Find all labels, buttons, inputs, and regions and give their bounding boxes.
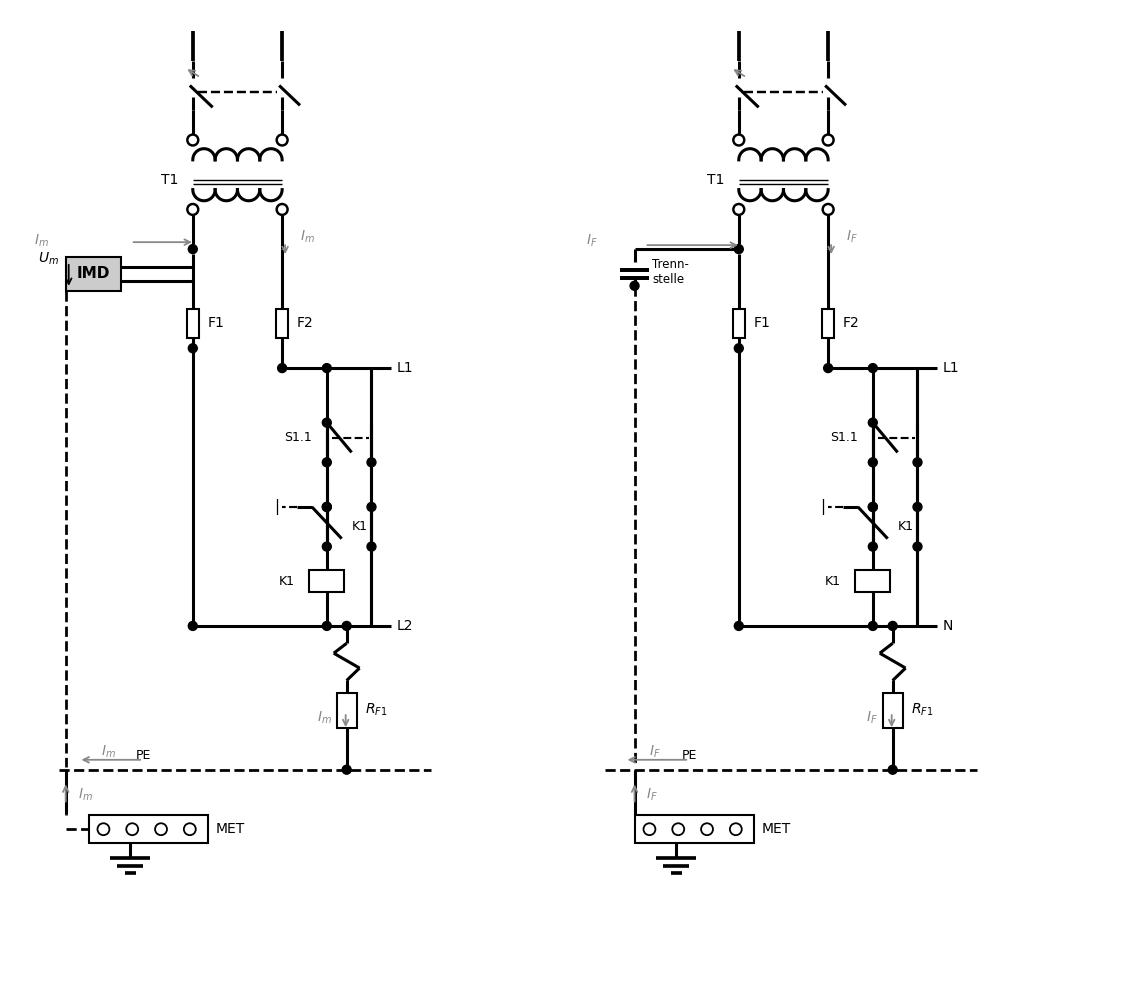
Bar	[883, 693, 902, 728]
Text: L2: L2	[396, 619, 413, 633]
Circle shape	[187, 135, 199, 146]
Circle shape	[701, 824, 713, 835]
Text: K1: K1	[279, 575, 295, 588]
FancyBboxPatch shape	[67, 256, 121, 291]
Text: $R_{F1}$: $R_{F1}$	[365, 702, 387, 719]
Text: $I_m$: $I_m$	[300, 229, 315, 245]
Circle shape	[323, 364, 332, 373]
Text: S1.1: S1.1	[285, 431, 312, 444]
Text: K1: K1	[898, 520, 914, 533]
Text: Trenn-
stelle: Trenn- stelle	[652, 258, 689, 286]
Circle shape	[913, 542, 922, 551]
Bar	[732, 309, 745, 338]
Circle shape	[868, 621, 877, 630]
Text: K1: K1	[351, 520, 367, 533]
Circle shape	[367, 542, 375, 551]
Circle shape	[323, 542, 332, 551]
Circle shape	[823, 364, 832, 373]
Circle shape	[644, 824, 656, 835]
Text: N: N	[943, 619, 953, 633]
Text: L1: L1	[396, 361, 413, 375]
Circle shape	[868, 458, 877, 467]
Circle shape	[868, 364, 877, 373]
Circle shape	[367, 502, 375, 511]
Circle shape	[367, 458, 375, 467]
Circle shape	[913, 502, 922, 511]
Circle shape	[323, 502, 332, 511]
Circle shape	[868, 542, 877, 551]
Circle shape	[823, 135, 833, 146]
Text: MET: MET	[216, 823, 245, 836]
Bar	[635, 816, 754, 843]
Circle shape	[735, 244, 743, 253]
Circle shape	[734, 204, 744, 215]
Bar	[822, 309, 835, 338]
Bar	[277, 309, 288, 338]
Text: $R_{F1}$: $R_{F1}$	[910, 702, 933, 719]
Circle shape	[342, 766, 351, 775]
Circle shape	[323, 502, 332, 511]
Circle shape	[868, 502, 877, 511]
Circle shape	[187, 204, 199, 215]
Circle shape	[889, 621, 897, 630]
Bar	[187, 309, 199, 338]
Bar	[855, 570, 890, 592]
Text: IMD: IMD	[77, 266, 110, 281]
Text: $I_m$: $I_m$	[78, 787, 93, 803]
Text: |: |	[274, 498, 280, 514]
Text: $I_F$: $I_F$	[866, 710, 878, 727]
Circle shape	[730, 824, 742, 835]
Circle shape	[323, 621, 332, 630]
Text: K1: K1	[825, 575, 841, 588]
Circle shape	[188, 344, 197, 353]
Text: PE: PE	[135, 749, 150, 762]
Circle shape	[868, 502, 877, 511]
Circle shape	[630, 281, 639, 290]
Circle shape	[823, 204, 833, 215]
Circle shape	[734, 135, 744, 146]
Circle shape	[913, 458, 922, 467]
Text: PE: PE	[682, 749, 697, 762]
Text: $I_F$: $I_F$	[649, 744, 660, 760]
Text: L1: L1	[943, 361, 959, 375]
Circle shape	[889, 766, 897, 775]
Circle shape	[184, 824, 196, 835]
Text: $I_m$: $I_m$	[317, 710, 332, 727]
Text: S1.1: S1.1	[830, 431, 858, 444]
Circle shape	[323, 458, 332, 467]
Text: $I_F$: $I_F$	[846, 229, 858, 245]
Circle shape	[126, 824, 138, 835]
Text: $I_F$: $I_F$	[646, 787, 658, 803]
Text: |: |	[821, 498, 825, 514]
Circle shape	[735, 344, 743, 353]
Circle shape	[673, 824, 684, 835]
Bar	[336, 693, 357, 728]
Circle shape	[323, 418, 332, 427]
Circle shape	[188, 244, 197, 253]
Text: $I_F$: $I_F$	[585, 233, 598, 249]
Text: $I_m$: $I_m$	[34, 233, 49, 249]
Text: F2: F2	[843, 316, 860, 330]
Text: $U_m$: $U_m$	[38, 251, 59, 267]
Circle shape	[735, 621, 743, 630]
Text: T1: T1	[706, 172, 724, 186]
Bar	[88, 816, 208, 843]
Text: F1: F1	[208, 316, 225, 330]
Circle shape	[868, 418, 877, 427]
Circle shape	[342, 621, 351, 630]
Circle shape	[155, 824, 166, 835]
Circle shape	[278, 364, 287, 373]
Circle shape	[98, 824, 109, 835]
Text: T1: T1	[161, 172, 178, 186]
Text: MET: MET	[761, 823, 791, 836]
Bar	[310, 570, 344, 592]
Circle shape	[188, 621, 197, 630]
Text: $I_m$: $I_m$	[101, 744, 116, 760]
Text: F1: F1	[754, 316, 770, 330]
Circle shape	[277, 135, 288, 146]
Text: F2: F2	[297, 316, 313, 330]
Circle shape	[277, 204, 288, 215]
